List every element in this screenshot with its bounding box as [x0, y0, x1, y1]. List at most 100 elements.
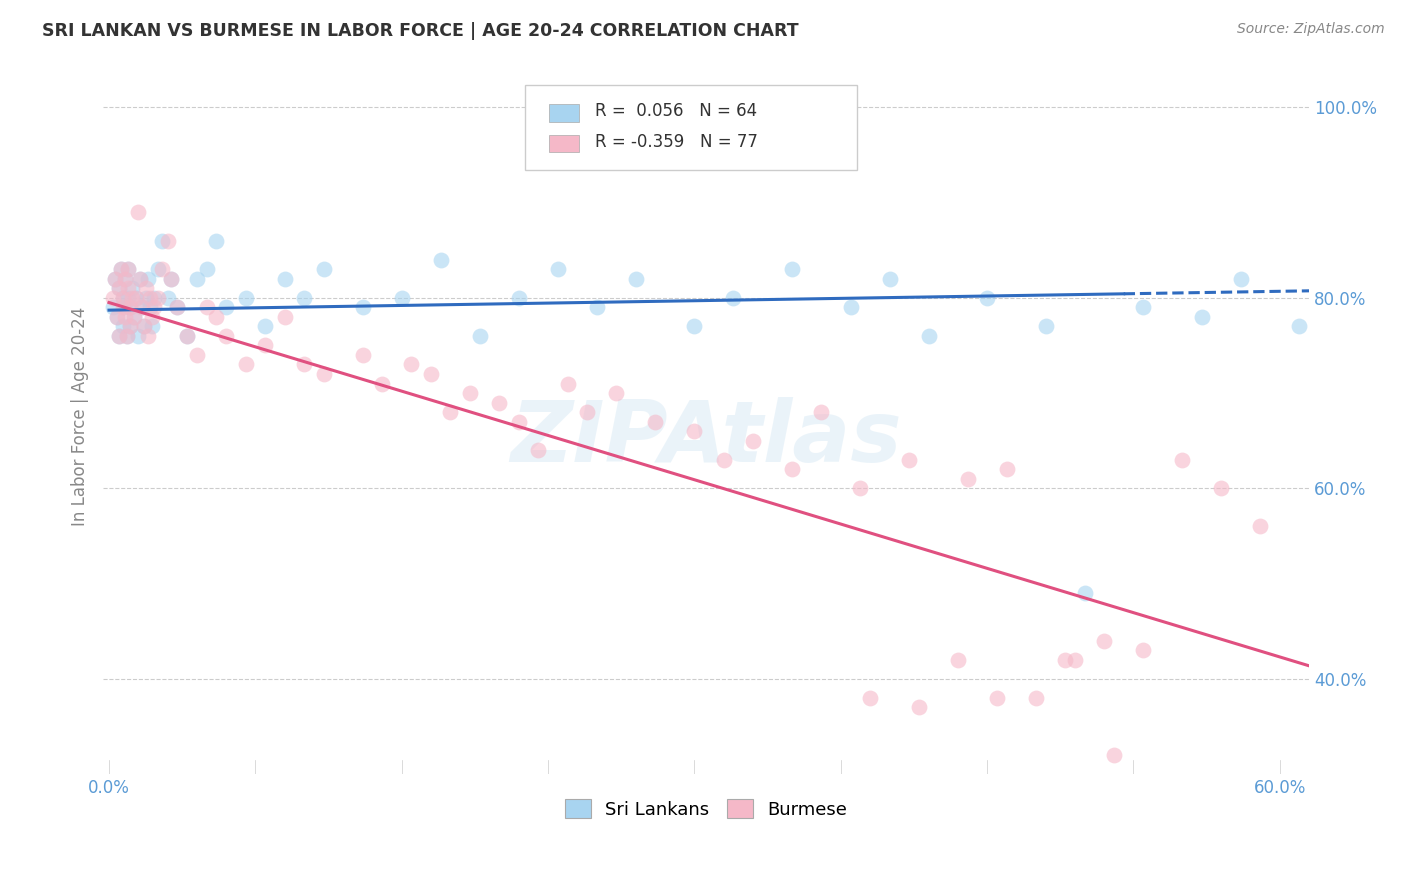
Point [420, 367, 443, 381]
Text: ZIPAtlas: ZIPAtlas [510, 397, 901, 480]
Point [129, 271, 152, 285]
Point [186, 348, 208, 362]
Point [401, 358, 423, 372]
Point [1102, 747, 1125, 762]
Point [1035, 319, 1057, 334]
Point [117, 291, 139, 305]
Point [1249, 519, 1271, 533]
Point [527, 443, 550, 458]
Point [146, 262, 169, 277]
Point [111, 301, 134, 315]
Point [683, 319, 706, 334]
Point [105, 310, 128, 324]
Point [115, 329, 138, 343]
Point [352, 301, 374, 315]
Point [125, 291, 148, 305]
Point [117, 262, 139, 277]
Point [235, 291, 257, 305]
Point [135, 291, 157, 305]
Point [1211, 481, 1233, 495]
Text: Source: ZipAtlas.com: Source: ZipAtlas.com [1237, 22, 1385, 37]
Point [150, 262, 173, 277]
Point [114, 271, 136, 285]
Point [995, 462, 1018, 476]
Point [1171, 452, 1194, 467]
Point [810, 405, 832, 419]
Point [956, 472, 979, 486]
Legend: Sri Lankans, Burmese: Sri Lankans, Burmese [558, 792, 853, 826]
Point [141, 319, 163, 334]
Point [917, 329, 939, 343]
Point [195, 301, 218, 315]
Point [488, 395, 510, 409]
Point [131, 301, 153, 315]
Point [1064, 653, 1087, 667]
Point [114, 301, 136, 315]
Point [723, 291, 745, 305]
Point [352, 348, 374, 362]
Point [101, 291, 124, 305]
Point [849, 481, 872, 495]
Point [139, 291, 162, 305]
Point [107, 281, 129, 295]
Point [508, 415, 530, 429]
Point [121, 281, 143, 295]
Point [946, 653, 969, 667]
Point [129, 271, 152, 285]
Point [107, 329, 129, 343]
Point [166, 301, 188, 315]
Point [1132, 301, 1154, 315]
Point [780, 462, 803, 476]
Point [142, 291, 165, 305]
Point [1054, 653, 1077, 667]
Point [107, 329, 129, 343]
Point [429, 252, 451, 267]
Point [585, 301, 607, 315]
Point [104, 271, 127, 285]
Point [292, 358, 315, 372]
Point [907, 700, 929, 714]
Point [439, 405, 461, 419]
Point [215, 301, 238, 315]
Point [101, 301, 124, 315]
Point [124, 310, 146, 324]
Point [110, 262, 132, 277]
Point [1229, 271, 1251, 285]
Point [1288, 319, 1310, 334]
Point [104, 271, 127, 285]
Point [898, 452, 921, 467]
Point [576, 405, 599, 419]
Point [160, 271, 183, 285]
Point [1073, 586, 1095, 600]
Point [205, 234, 228, 248]
Y-axis label: In Labor Force | Age 20-24: In Labor Force | Age 20-24 [72, 307, 89, 526]
Point [644, 415, 666, 429]
Point [120, 301, 142, 315]
Text: R = -0.359   N = 77: R = -0.359 N = 77 [595, 133, 758, 151]
Point [111, 319, 134, 334]
Point [176, 329, 198, 343]
Point [839, 301, 862, 315]
Point [142, 301, 165, 315]
Point [156, 234, 179, 248]
Point [131, 301, 153, 315]
Point [156, 291, 179, 305]
Point [780, 262, 803, 277]
Point [120, 301, 142, 315]
Point [150, 234, 173, 248]
Point [135, 281, 157, 295]
Point [859, 690, 882, 705]
Point [146, 291, 169, 305]
Point [127, 329, 149, 343]
Point [624, 271, 647, 285]
Point [547, 262, 569, 277]
Point [273, 271, 295, 285]
Point [117, 281, 139, 295]
Point [1092, 633, 1115, 648]
Point [107, 281, 129, 295]
Point [121, 291, 143, 305]
Point [139, 301, 162, 315]
Point [176, 329, 198, 343]
Point [141, 310, 163, 324]
Point [986, 690, 1008, 705]
